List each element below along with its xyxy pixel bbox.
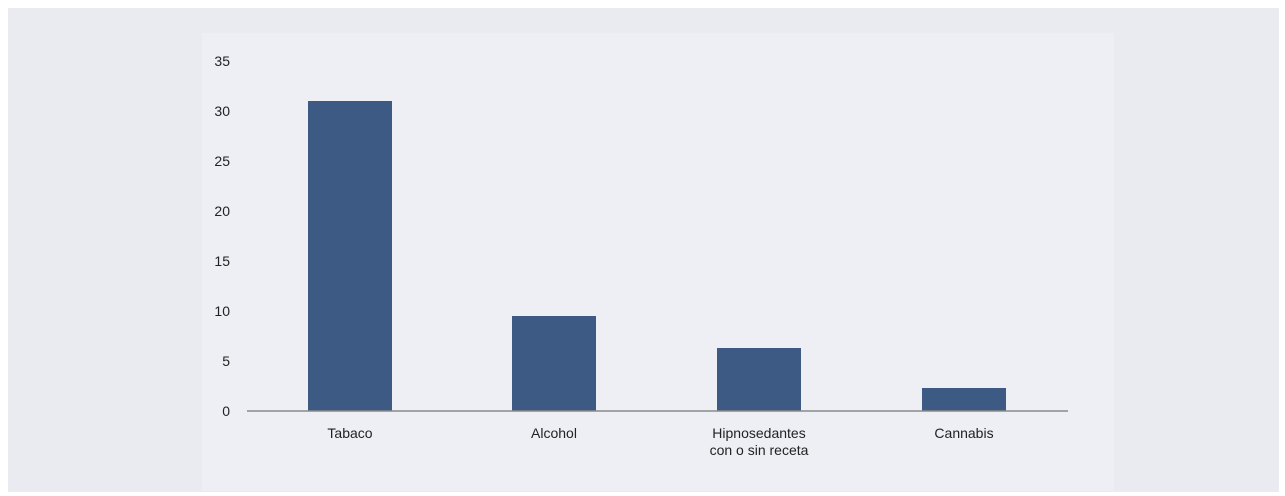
x-category-label-line: Cannabis <box>934 425 993 441</box>
bars <box>308 101 1006 411</box>
y-tick-label: 10 <box>214 303 230 319</box>
x-axis-labels: Tabaco Alcohol Hipnosedantes con o sin rece… <box>327 425 993 458</box>
y-tick-label: 15 <box>214 253 230 269</box>
x-category-label: Alcohol <box>531 425 577 441</box>
y-tick-label: 30 <box>214 103 230 119</box>
y-tick-label: 35 <box>214 53 230 69</box>
y-tick-label: 25 <box>214 153 230 169</box>
bar <box>922 388 1006 411</box>
y-axis-ticks: 0 5 10 15 20 25 30 35 <box>214 53 230 419</box>
bar <box>717 348 801 411</box>
x-category-label-line: Hipnosedantes <box>712 425 805 441</box>
x-category-label: Tabaco <box>327 425 372 441</box>
y-tick-label: 5 <box>222 353 230 369</box>
x-category-label-line: Tabaco <box>327 425 372 441</box>
x-category-label: Cannabis <box>934 425 993 441</box>
bar <box>308 101 392 411</box>
x-category-label: Hipnosedantes con o sin receta <box>710 425 809 458</box>
bar <box>512 316 596 411</box>
y-tick-label: 0 <box>222 403 230 419</box>
y-tick-label: 20 <box>214 203 230 219</box>
x-category-label-line: con o sin receta <box>710 442 809 458</box>
x-category-label-line: Alcohol <box>531 425 577 441</box>
